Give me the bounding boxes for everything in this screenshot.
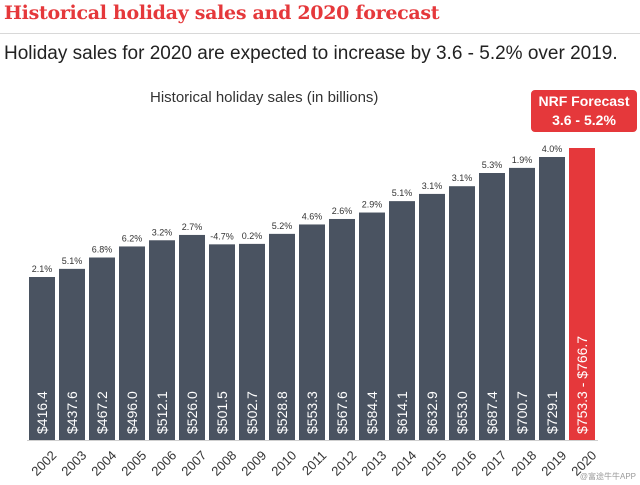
bar-value-label-2006: $512.1 bbox=[154, 391, 170, 434]
bar-2012 bbox=[329, 218, 355, 440]
x-tick-label-2009: 2009 bbox=[238, 448, 269, 479]
bar-2005 bbox=[119, 246, 145, 440]
x-tick-label-2010: 2010 bbox=[268, 448, 299, 479]
bar-value-label-2020: $753.3 - $766.7 bbox=[574, 336, 590, 434]
bar-value-label-2002: $416.4 bbox=[34, 391, 50, 434]
bar-2007 bbox=[179, 234, 205, 440]
bar-value-label-2005: $496.0 bbox=[124, 391, 140, 434]
growth-label-2012: 2.6% bbox=[332, 206, 353, 216]
x-tick-label-2016: 2016 bbox=[448, 448, 479, 479]
growth-label-2019: 4.0% bbox=[542, 144, 563, 154]
x-tick-label-2008: 2008 bbox=[208, 448, 239, 479]
growth-label-2010: 5.2% bbox=[272, 221, 293, 231]
growth-label-2014: 5.1% bbox=[392, 188, 413, 198]
growth-label-2017: 5.3% bbox=[482, 160, 503, 170]
bar-2015 bbox=[419, 193, 445, 440]
bar-value-label-2004: $467.2 bbox=[94, 391, 110, 434]
growth-label-2011: 4.6% bbox=[302, 211, 323, 221]
chart-subtitle: Holiday sales for 2020 are expected to i… bbox=[4, 43, 618, 64]
x-tick-label-2011: 2011 bbox=[299, 448, 329, 478]
bar-2010 bbox=[269, 233, 295, 440]
bar-forecast-2020 bbox=[569, 148, 595, 440]
bar-value-label-2003: $437.6 bbox=[64, 391, 80, 434]
bar-value-label-2011: $553.3 bbox=[304, 391, 320, 434]
bar-value-label-2014: $614.1 bbox=[394, 391, 410, 434]
x-tick-label-2004: 2004 bbox=[88, 448, 119, 479]
growth-label-2008: -4.7% bbox=[210, 231, 234, 241]
x-tick-label-2012: 2012 bbox=[328, 448, 359, 479]
bar-value-label-2009: $502.7 bbox=[244, 391, 260, 434]
x-tick-label-2015: 2015 bbox=[418, 448, 449, 479]
title-divider bbox=[0, 33, 640, 34]
growth-label-2018: 1.9% bbox=[512, 155, 533, 165]
growth-label-2007: 2.7% bbox=[182, 222, 203, 232]
bar-2016 bbox=[449, 186, 475, 440]
x-tick-label-2005: 2005 bbox=[118, 448, 149, 479]
growth-label-2004: 6.8% bbox=[92, 245, 113, 255]
growth-label-2009: 0.2% bbox=[242, 231, 263, 241]
chart-inner-title: Historical holiday sales (in billions) bbox=[150, 89, 379, 106]
bar-2009 bbox=[239, 243, 265, 440]
bar-2003 bbox=[59, 268, 85, 440]
forecast-callout: NRF Forecast 3.6 - 5.2% bbox=[531, 90, 637, 132]
bar-value-label-2019: $729.1 bbox=[544, 391, 560, 434]
x-tick-label-2017: 2017 bbox=[478, 448, 509, 479]
bar-2019 bbox=[539, 157, 565, 440]
growth-label-2013: 2.9% bbox=[362, 200, 383, 210]
bar-value-label-2016: $653.0 bbox=[454, 391, 470, 434]
growth-label-2006: 3.2% bbox=[152, 227, 173, 237]
bar-2008 bbox=[209, 244, 235, 440]
bar-2002 bbox=[29, 277, 55, 440]
bar-2011 bbox=[299, 224, 325, 440]
x-tick-label-2002: 2002 bbox=[28, 448, 59, 479]
growth-label-2016: 3.1% bbox=[452, 173, 473, 183]
bar-value-label-2010: $528.8 bbox=[274, 391, 290, 434]
x-tick-label-2014: 2014 bbox=[388, 448, 419, 479]
bar-2004 bbox=[89, 257, 115, 440]
x-tick-label-2006: 2006 bbox=[148, 448, 179, 479]
bar-value-label-2013: $584.4 bbox=[364, 391, 380, 434]
chart-title-main: Historical holiday sales and 2020 foreca… bbox=[4, 2, 440, 24]
bar-value-label-2008: $501.5 bbox=[214, 391, 230, 434]
x-tick-label-2018: 2018 bbox=[508, 448, 539, 479]
bar-value-label-2018: $700.7 bbox=[514, 391, 530, 434]
bar-2014 bbox=[389, 201, 415, 440]
bar-value-label-2012: $567.6 bbox=[334, 391, 350, 434]
forecast-callout-range: 3.6 - 5.2% bbox=[552, 112, 616, 128]
watermark: @富途牛牛APP bbox=[579, 472, 636, 481]
bar-2006 bbox=[149, 240, 175, 440]
growth-label-2015: 3.1% bbox=[422, 181, 443, 191]
x-tick-label-2013: 2013 bbox=[358, 448, 389, 479]
x-tick-label-2007: 2007 bbox=[178, 448, 209, 479]
bar-value-label-2015: $632.9 bbox=[424, 391, 440, 434]
bar-value-label-2007: $526.0 bbox=[184, 391, 200, 434]
forecast-callout-title: NRF Forecast bbox=[538, 93, 630, 109]
bar-2013 bbox=[359, 212, 385, 440]
x-tick-label-2003: 2003 bbox=[58, 448, 89, 479]
growth-label-2005: 6.2% bbox=[122, 233, 143, 243]
bar-2017 bbox=[479, 173, 505, 440]
bar-2018 bbox=[509, 167, 535, 440]
bar-value-label-2017: $687.4 bbox=[484, 391, 500, 434]
x-tick-label-2019: 2019 bbox=[538, 448, 569, 479]
growth-label-2002: 2.1% bbox=[32, 264, 53, 274]
growth-label-2003: 5.1% bbox=[62, 256, 83, 266]
